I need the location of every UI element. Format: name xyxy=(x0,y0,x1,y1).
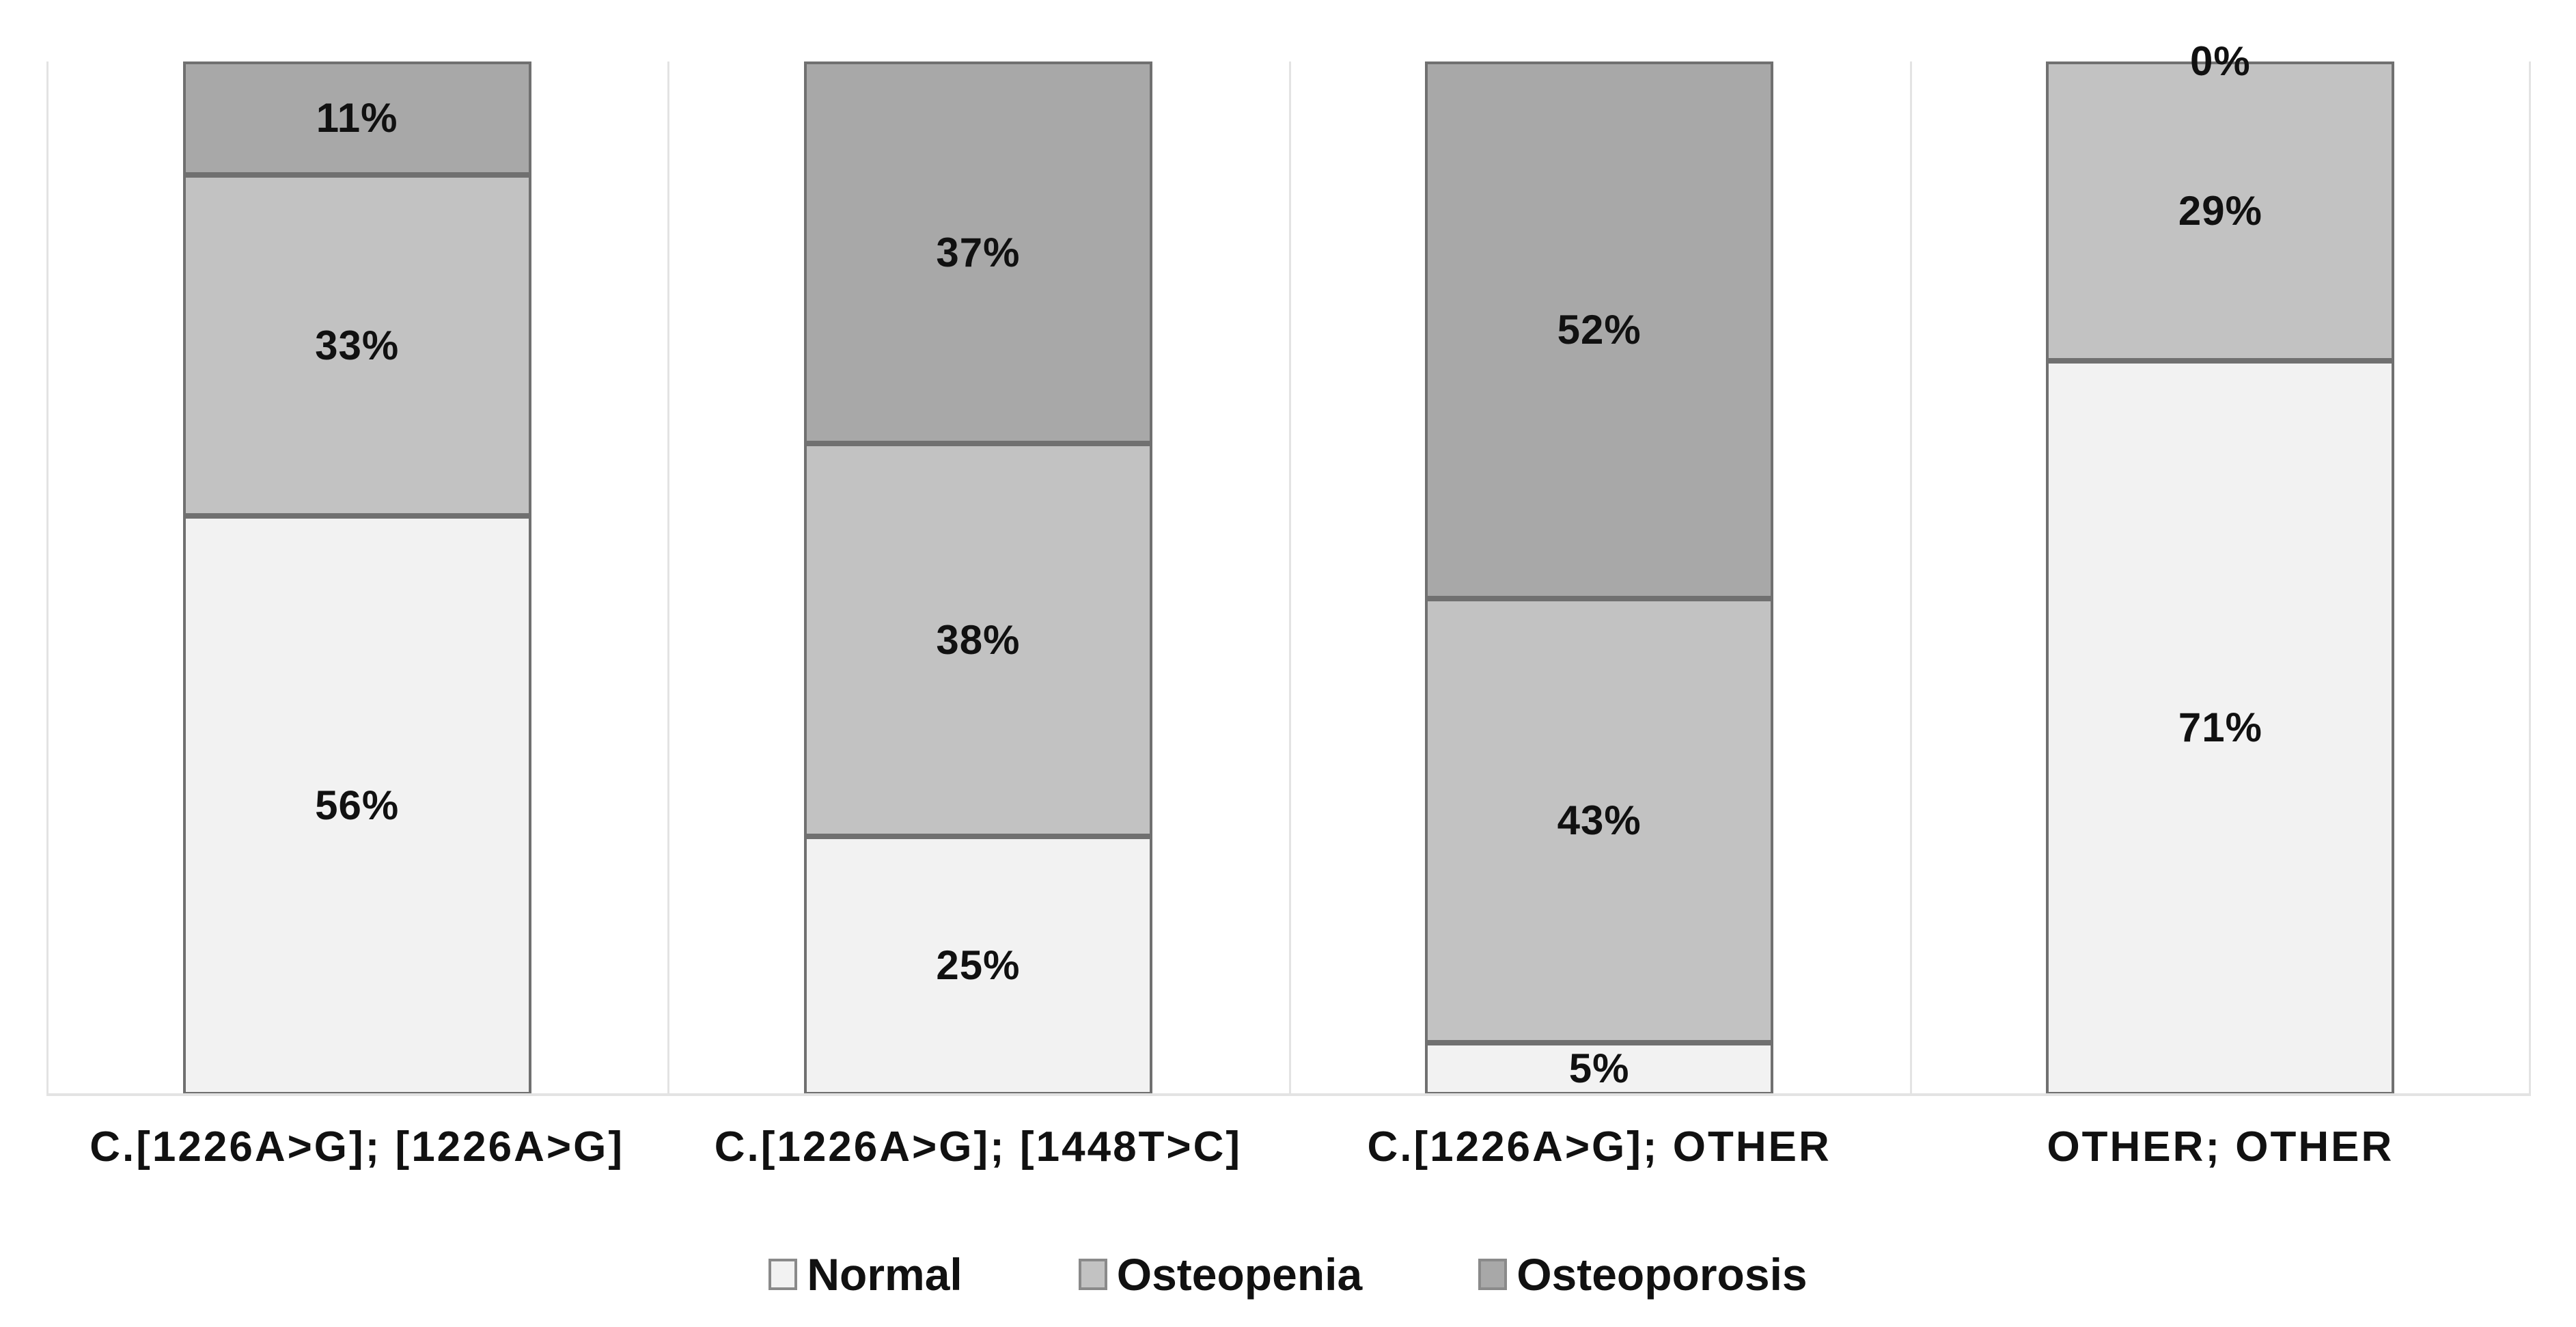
data-label: 33% xyxy=(315,322,400,368)
segment-normal: 71% xyxy=(2046,361,2395,1095)
stacked-bar-1: 11% 33% 56% xyxy=(182,61,531,1095)
data-label: 38% xyxy=(936,616,1021,663)
data-label: 25% xyxy=(936,942,1021,988)
x-axis-baseline xyxy=(46,1093,2531,1096)
segment-osteopenia: 29% xyxy=(2046,61,2395,361)
stacked-bar-3: 52% 43% 5% xyxy=(1425,61,1774,1095)
data-label: 29% xyxy=(2178,188,2262,234)
data-label: 37% xyxy=(936,229,1021,275)
segment-osteopenia: 43% xyxy=(1425,599,1774,1043)
data-label: 11% xyxy=(316,95,398,141)
legend-swatch-icon xyxy=(1078,1259,1107,1290)
legend-swatch-icon xyxy=(768,1259,798,1290)
legend-label: Osteopenia xyxy=(1116,1249,1363,1300)
legend-item-osteoporosis: Osteoporosis xyxy=(1478,1249,1808,1300)
category-separator-line xyxy=(1909,61,1912,1095)
category-separator-line xyxy=(1288,61,1291,1095)
legend: Normal Osteopenia Osteoporosis xyxy=(0,1252,2576,1297)
data-label: 43% xyxy=(1557,797,1642,844)
category-separator-line xyxy=(46,61,49,1095)
category-label: C.[1226A>G]; [1448T>C] xyxy=(714,1123,1243,1171)
data-label: 5% xyxy=(1568,1045,1630,1092)
data-label-zero: 0% xyxy=(2190,38,2251,84)
legend-item-osteopenia: Osteopenia xyxy=(1078,1249,1363,1300)
segment-osteoporosis: 52% xyxy=(1425,61,1774,599)
legend-label: Normal xyxy=(807,1249,962,1300)
legend-swatch-icon xyxy=(1478,1259,1508,1290)
segment-osteoporosis: 37% xyxy=(803,61,1152,444)
category-label: C.[1226A>G]; OTHER xyxy=(1367,1123,1831,1171)
data-label: 71% xyxy=(2178,704,2262,751)
segment-normal: 56% xyxy=(182,516,531,1095)
category-label: C.[1226A>G]; [1226A>G] xyxy=(89,1123,624,1171)
category-separator-line xyxy=(667,61,670,1095)
legend-label: Osteoporosis xyxy=(1516,1249,1808,1300)
segment-normal: 5% xyxy=(1425,1043,1774,1095)
data-label: 52% xyxy=(1557,307,1642,353)
category-separator-line xyxy=(2529,61,2531,1095)
segment-normal: 25% xyxy=(803,836,1152,1095)
stacked-bar-2: 37% 38% 25% xyxy=(803,61,1152,1095)
stacked-bar-4: 0% 29% 71% xyxy=(2046,41,2395,1095)
segment-osteopenia: 33% xyxy=(182,175,531,517)
legend-item-normal: Normal xyxy=(768,1252,962,1297)
segment-osteopenia: 38% xyxy=(803,443,1152,836)
segment-osteoporosis: 11% xyxy=(182,61,531,176)
plot-area: 11% 33% 56% 37% 38% 25% 52% 43% 5% 0% 29% 71% xyxy=(46,41,2531,1095)
data-label: 56% xyxy=(315,782,400,828)
category-label: OTHER; OTHER xyxy=(2047,1123,2394,1171)
